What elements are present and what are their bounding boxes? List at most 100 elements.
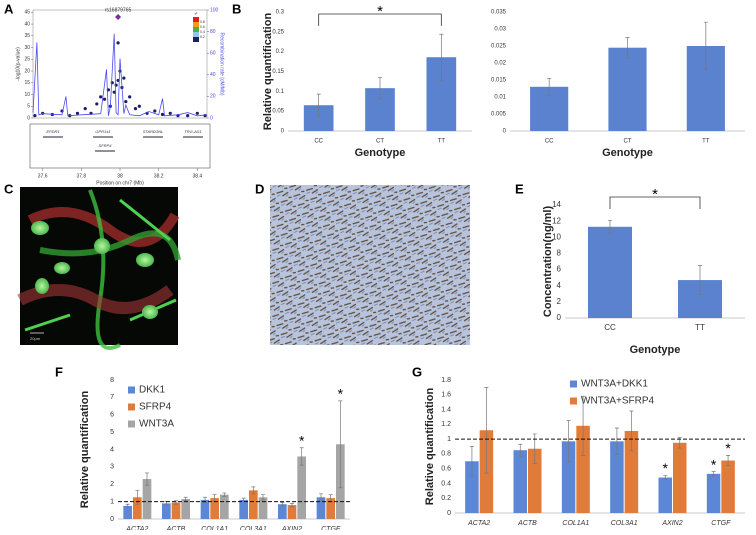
- panel-letter: F: [55, 364, 63, 379]
- y-tick-label: 15: [24, 80, 30, 86]
- plot-frame: [32, 9, 208, 119]
- ld-label: 0.8: [200, 20, 205, 24]
- snp-point: [102, 97, 107, 101]
- y-tick-label: 7: [110, 394, 114, 401]
- error-bar: [698, 265, 702, 295]
- x-tick-label: ACTB: [517, 520, 537, 527]
- bar: [220, 494, 229, 519]
- error-bar: [299, 447, 304, 466]
- x-tick-label: CT: [624, 139, 632, 145]
- y-tick-label: 0: [557, 313, 562, 322]
- bar: [133, 497, 142, 519]
- gene-label: EPDR1: [46, 129, 59, 134]
- error-bar: [663, 474, 668, 481]
- error-bar: [484, 387, 489, 474]
- y-tick-label: 12: [552, 216, 561, 225]
- y-tick-label: 20: [24, 68, 30, 74]
- legend-swatch: [128, 386, 135, 394]
- panel-letter: E: [515, 181, 524, 196]
- lead-snp-label: rs16879765: [105, 7, 132, 13]
- x-tick-label: ACTA2: [467, 520, 490, 527]
- bar: [316, 497, 326, 519]
- x-tick-label: CC: [314, 139, 323, 145]
- lead-snp: [115, 14, 122, 21]
- y2-tick-label: 60: [210, 51, 216, 57]
- error-bar: [319, 493, 323, 502]
- y-tick-label: 0.15: [272, 69, 284, 75]
- x-tick-label: TT: [695, 323, 705, 332]
- panel-letter: B: [232, 1, 241, 16]
- snp-point: [95, 102, 99, 106]
- y-axis-title: Relative quantification: [79, 391, 91, 509]
- y-tick-label: 2: [557, 297, 562, 306]
- y-tick-label: 1.6: [441, 392, 451, 399]
- panel-letter: G: [412, 364, 422, 379]
- y-tick-label: 0.3: [276, 10, 285, 16]
- significance-mark: *: [377, 3, 383, 20]
- recombination-line: [32, 33, 208, 117]
- bar: [576, 425, 590, 513]
- snp-point: [112, 90, 116, 94]
- y-tick-label: 30: [24, 45, 30, 51]
- y-tick-label: 0.2: [276, 49, 285, 55]
- micrograph-c: [17, 187, 181, 350]
- bar: [721, 460, 735, 513]
- y-tick-label: 10: [552, 232, 561, 241]
- micrograph-d: [270, 185, 470, 345]
- y-tick-label: 0.01: [494, 95, 506, 101]
- y-tick-label: 5: [27, 104, 30, 110]
- y-tick-label: 0.035: [491, 10, 507, 16]
- y-tick-label: 0: [27, 115, 30, 121]
- snp-point: [195, 111, 199, 115]
- ld-swatch: [193, 32, 199, 37]
- ld-title: r²: [195, 11, 198, 16]
- error-bar: [608, 219, 612, 234]
- bar: [123, 505, 132, 519]
- x-tick-label: COL3A1: [240, 526, 267, 530]
- y-tick-label: 0.25: [272, 29, 284, 35]
- y-tick-label: 1: [447, 436, 451, 443]
- bar: [326, 498, 335, 519]
- bar: [287, 505, 297, 519]
- x-tick-label: CC: [545, 139, 554, 145]
- bar: [249, 490, 258, 519]
- bar: [171, 502, 181, 519]
- bar: [513, 450, 527, 513]
- x-tick-label: 38.2: [154, 173, 164, 179]
- gene-label: SFRP4: [99, 143, 113, 148]
- y-tick-label: 6: [110, 412, 114, 419]
- y-tick-label: 0.03: [494, 27, 506, 33]
- y2-tick-label: 40: [210, 72, 216, 78]
- error-bar: [280, 502, 285, 507]
- bar: [278, 504, 287, 519]
- ld-swatch: [193, 22, 199, 27]
- error-bar: [261, 494, 265, 501]
- y2-axis-title: Recombination rate (cM/Mb): [219, 32, 225, 95]
- error-bar: [338, 400, 343, 489]
- y-tick-label: 0: [281, 129, 285, 135]
- bar: [258, 497, 268, 519]
- snp-point: [133, 107, 138, 111]
- snp-point: [116, 41, 120, 45]
- gene-label: TRG-AS1: [184, 129, 201, 134]
- y-axis-title: Relative quantification: [424, 388, 436, 506]
- y-tick-label: 5: [110, 429, 114, 436]
- x-axis-title: Position on chr7 (Mb): [96, 180, 144, 186]
- bar: [528, 448, 542, 513]
- ld-label: 0.2: [200, 35, 205, 39]
- bar: [181, 499, 190, 519]
- x-tick-label: TT: [702, 139, 710, 145]
- legend-label: WNT3A+DKK1: [581, 379, 648, 390]
- y-tick-label: 40: [24, 21, 30, 27]
- significance-mark: *: [725, 440, 731, 456]
- y-tick-label: 4: [557, 281, 562, 290]
- y-axis-title: Relative quantification: [262, 13, 274, 131]
- bar: [608, 47, 647, 132]
- y-tick-label: 1.2: [441, 421, 451, 428]
- snp-point: [75, 111, 80, 115]
- snp-point: [137, 104, 141, 108]
- scale-label: 20μm: [30, 336, 41, 341]
- y-tick-label: 14: [552, 200, 561, 209]
